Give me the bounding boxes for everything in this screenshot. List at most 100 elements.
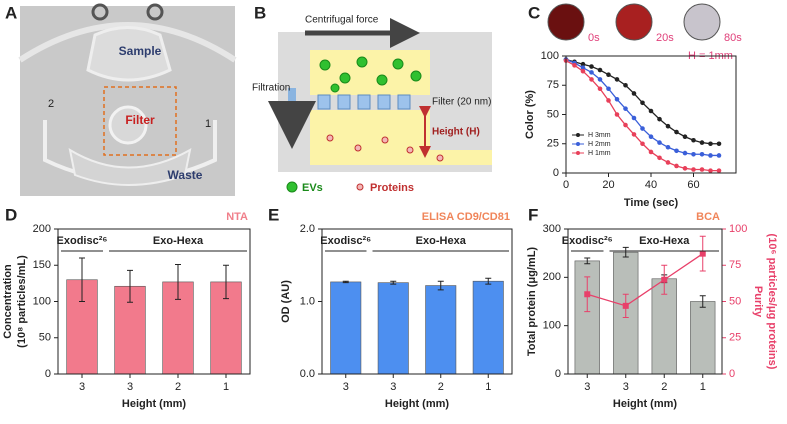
data-point [699, 250, 706, 257]
error-bar [437, 280, 444, 291]
bar [651, 278, 677, 375]
x-tick-label: 2 [175, 381, 181, 393]
plot-frame [57, 228, 251, 375]
filter-pores [317, 94, 411, 110]
x-tick-label: 3 [623, 381, 629, 393]
y-axis-label: Total protein (μg/mL) [526, 247, 538, 357]
inset-image [615, 3, 653, 41]
data-point [665, 144, 671, 150]
x-tick-label: 3 [584, 381, 590, 393]
data-point [691, 151, 696, 157]
error-bar [584, 257, 591, 265]
y-tick-label: 200 [543, 271, 561, 283]
y-tick-label: 100 [543, 320, 561, 332]
data-point [640, 141, 645, 147]
data-point [623, 106, 628, 111]
inset-label: 20s [656, 32, 674, 44]
port-label: 1 [205, 118, 211, 130]
data-point [640, 100, 645, 106]
data-point [580, 68, 586, 74]
protein-particles [326, 134, 444, 162]
data-point [589, 64, 594, 69]
data-point [674, 163, 679, 169]
data-point [606, 72, 611, 78]
y-tick-label: 50 [547, 108, 559, 120]
y-tick-label: 0 [555, 368, 561, 380]
y-tick-label: 1.0 [300, 295, 315, 307]
data-point [589, 70, 594, 75]
data-point [614, 77, 620, 82]
inset-label: 80s [724, 32, 742, 44]
data-point [623, 82, 628, 88]
y-tick-label: 0.0 [300, 368, 315, 380]
filter-label: Filter (20 nm) [432, 97, 491, 108]
ev-legend-icon [286, 181, 298, 193]
legend-label: H 3mm [588, 132, 611, 139]
panel-label: D [5, 205, 17, 224]
x-tick-label: 40 [645, 179, 657, 191]
data-point [691, 167, 696, 172]
annotation: NTA [226, 211, 248, 223]
x-tick-label: 20 [602, 179, 614, 191]
data-point [699, 140, 705, 145]
legend-marker [576, 142, 580, 146]
data-point [716, 168, 722, 173]
bar [330, 281, 362, 375]
y-tick-label: 200 [33, 223, 51, 235]
y-tick-label: 25 [547, 138, 559, 150]
error-bar [390, 280, 397, 285]
x-tick-label: 2 [438, 381, 444, 393]
y2-tick-label: 0 [729, 368, 735, 380]
group-label: Exo-Hexa [416, 235, 467, 247]
ev-legend: EVs [302, 182, 323, 194]
data-point [648, 108, 654, 114]
data-point [682, 134, 688, 140]
x-tick-label: 60 [687, 179, 699, 191]
bar [377, 282, 409, 375]
legend-marker [576, 151, 580, 155]
y2-tick-label: 75 [729, 259, 741, 271]
lower-fluid [310, 110, 492, 165]
y-tick-label: 75 [547, 79, 559, 91]
inset-label: 0s [588, 32, 600, 44]
data-point [682, 166, 688, 171]
legend-label: H 1mm [588, 150, 611, 157]
x-tick-label: 3 [343, 381, 349, 393]
sample-label: Sample [119, 44, 162, 58]
y-tick-label: 150 [33, 259, 51, 271]
x-axis-label: Height (mm) [122, 398, 187, 410]
sample-chamber [86, 26, 172, 82]
x-tick-label: 0 [563, 179, 569, 191]
data-point [708, 168, 713, 173]
data-point [716, 153, 722, 158]
panel-label: E [268, 205, 279, 224]
x-axis-label: Time (sec) [624, 197, 679, 209]
inset-image [683, 3, 721, 41]
data-point [597, 77, 603, 82]
panel-label: A [5, 3, 17, 22]
error-bar [342, 280, 349, 284]
y2-tick-label: 100 [729, 223, 747, 235]
x-tick-label: 1 [700, 381, 706, 393]
error-bar [699, 295, 706, 308]
error-bar [127, 269, 133, 303]
data-point [665, 123, 671, 129]
legend-marker [576, 133, 580, 137]
data-point [597, 86, 603, 92]
panel-label: C [528, 3, 540, 22]
data-point [623, 122, 628, 128]
annotation: BCA [696, 211, 720, 223]
y2-axis-label: (10⁶ particles/μg proteins) [766, 234, 778, 370]
bar [690, 301, 716, 375]
port [146, 3, 164, 21]
data-point [631, 91, 637, 96]
ev-particles [319, 56, 422, 93]
y-tick-label: 0 [553, 167, 559, 179]
panel-label: F [528, 205, 538, 224]
group-label: Exo-Hexa [639, 235, 690, 247]
data-point [631, 115, 637, 121]
group-label: Exo-Hexa [153, 235, 204, 247]
data-point [580, 61, 586, 67]
y-tick-label: 50 [39, 332, 51, 344]
panel-label: B [254, 3, 266, 22]
